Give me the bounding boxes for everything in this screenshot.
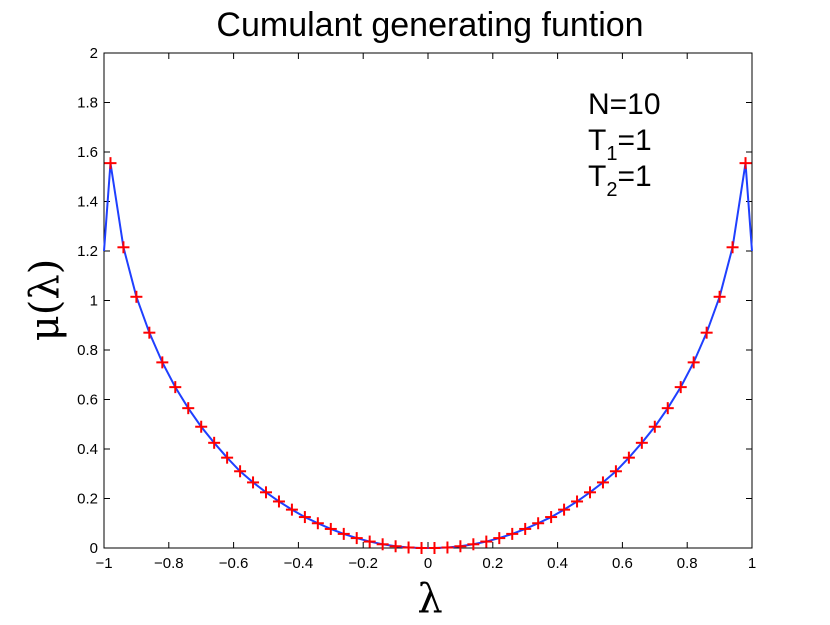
data-point-marker [467,538,480,551]
y-tick-label: 0 [90,540,98,557]
annotation-rest: =1 [617,160,651,193]
plot-area: −1 −0.8 −0.6 −0.4 −0.2 0 0.2 0.4 0.6 0.8 1 0 0.2 0.4 0… [77,45,756,572]
data-point-marker [169,381,182,394]
annotation-rest: =1 [617,124,651,157]
y-tick-label: 1.2 [77,243,98,260]
annotation-line: N=10 [588,88,661,121]
annotation-base: T [588,124,606,157]
data-point-marker [402,541,415,554]
y-tick-label: 1.8 [77,95,98,112]
data-point-marker [571,495,584,508]
data-point-marker [117,241,130,254]
annotation-base: T [588,160,606,193]
x-tick-label: 1 [748,555,756,572]
data-point-marker [376,538,389,551]
x-axis-label: λ [417,576,442,622]
data-point-marker [700,326,713,339]
data-point-marker [454,540,467,553]
y-tick-label: 0.2 [77,491,98,508]
data-point-marker [441,541,454,554]
data-point-marker [350,532,363,545]
data-point-marker [143,326,156,339]
data-point-marker [622,451,635,464]
annotation-subscript: 1 [606,143,617,165]
data-point-marker [272,495,285,508]
data-point-marker [661,402,674,415]
data-point-marker [221,451,234,464]
data-point-marker [596,476,609,489]
y-axis-label: μ(λ) [22,259,68,342]
data-point-marker [104,157,117,170]
x-tick-label: −0.8 [154,555,184,572]
data-point-marker [558,503,571,516]
data-point-marker [415,542,428,554]
data-point-marker [674,381,687,394]
data-point-marker [311,517,324,530]
data-point-marker [726,241,739,254]
data-point-marker [298,511,311,524]
data-point-marker [609,465,622,478]
data-point-marker [428,542,441,554]
annotation-base: N=10 [588,88,661,121]
y-tick-label: 2 [90,45,98,62]
chart-title: Cumulant generating funtion [216,6,643,44]
data-point-marker [337,527,350,540]
y-tick-label: 1 [90,293,98,310]
y-tick-label: 1.4 [77,194,98,211]
x-tick-label: −0.2 [348,555,378,572]
data-point-marker [584,486,596,499]
annotation-subscript: 2 [606,179,617,201]
data-point-marker [480,535,493,548]
x-tick-label: 0.6 [612,555,633,572]
y-tick-label: 0.4 [77,441,98,458]
x-tick-label: 0.8 [677,555,698,572]
data-point-marker [532,517,545,530]
data-point-marker [195,420,208,433]
data-point-marker [389,540,402,553]
data-point-marker [635,436,648,449]
data-point-marker [324,522,337,535]
annotation-line: T1=1 [588,124,652,165]
x-tick-label: 0.2 [482,555,503,572]
series-line [103,162,753,549]
data-point-marker [285,503,298,516]
y-tick-label: 0.8 [77,342,98,359]
x-tick-label: −0.4 [284,555,314,572]
x-tick-label: −0.6 [219,555,249,572]
x-tick-label: 0 [424,555,432,572]
x-tick-label: 0.4 [547,555,568,572]
data-point-marker [182,402,195,415]
data-point-marker [545,511,558,524]
data-point-marker [519,522,532,535]
data-point-marker [648,420,661,433]
data-point-marker [363,535,376,548]
axes-box [103,52,753,549]
data-point-marker [208,436,221,449]
data-point-marker [234,465,247,478]
data-point-marker [687,356,700,369]
x-tick-label: −1 [95,555,112,572]
data-point-marker [156,356,169,369]
annotation-line: T2=1 [588,160,652,201]
y-tick-label: 1.6 [77,144,98,161]
data-point-marker [506,527,519,540]
data-point-marker [130,290,143,303]
data-point-marker [493,532,506,545]
data-point-marker [739,157,752,170]
data-point-marker [260,486,272,499]
data-point-marker [247,476,260,489]
data-point-marker [713,290,726,303]
y-tick-label: 0.6 [77,392,98,409]
